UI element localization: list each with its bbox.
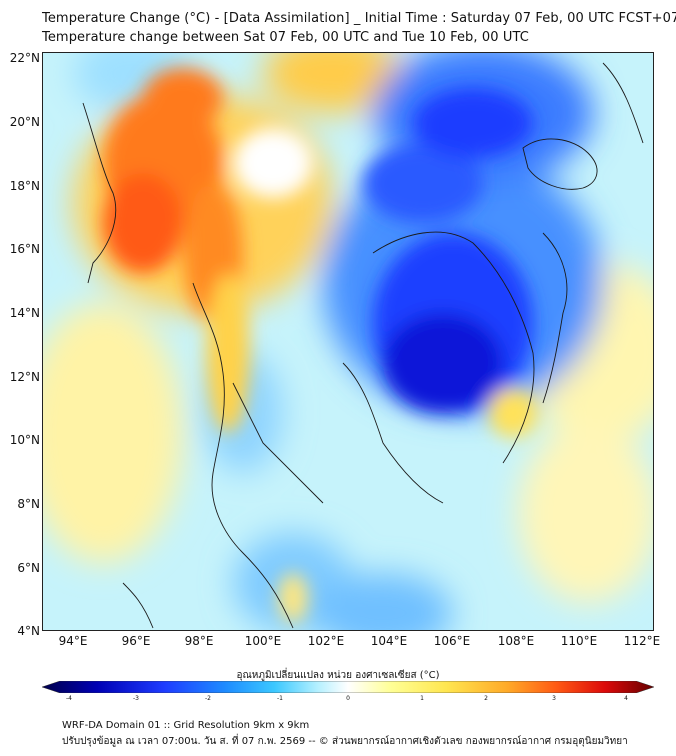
footer-credit: ปรับปรุงข้อมูล ณ เวลา 07:00น. วัน ส. ที่… xyxy=(62,736,628,747)
temperature-change-map xyxy=(42,52,654,631)
lon-tick-102e: 102°E xyxy=(307,634,345,648)
colorbar-tick-neg3: -3 xyxy=(133,695,139,702)
colorbar-label: อุณหภูมิเปลี่ยนแปลง หน่วย องศาเซลเซียส (… xyxy=(236,670,440,681)
lon-tick-100e: 100°E xyxy=(244,634,282,648)
lat-tick-12n: 12°N xyxy=(9,370,40,384)
colorbar-tick-neg1: -1 xyxy=(277,695,283,702)
lat-tick-20n: 20°N xyxy=(9,115,40,129)
lon-tick-110e: 110°E xyxy=(560,634,598,648)
colorbar-tick-3: 3 xyxy=(552,695,556,702)
colorbar-tick-1: 1 xyxy=(420,695,424,702)
lat-tick-14n: 14°N xyxy=(9,306,40,320)
colorbar-tick-4: 4 xyxy=(624,695,628,702)
lon-tick-112e: 112°E xyxy=(623,634,661,648)
map-title: Temperature Change (°C) - [Data Assimila… xyxy=(42,11,676,26)
temperature-field-core xyxy=(103,68,538,623)
lat-tick-4n: 4°N xyxy=(17,624,40,638)
colorbar xyxy=(42,681,654,693)
lon-tick-94e: 94°E xyxy=(58,634,88,648)
lat-tick-8n: 8°N xyxy=(17,497,40,511)
lon-tick-108e: 108°E xyxy=(497,634,535,648)
lat-tick-22n: 22°N xyxy=(9,51,40,65)
footer-model-info: WRF-DA Domain 01 :: Grid Resolution 9km … xyxy=(62,720,310,731)
lon-tick-104e: 104°E xyxy=(370,634,408,648)
lat-tick-10n: 10°N xyxy=(9,433,40,447)
lon-tick-96e: 96°E xyxy=(121,634,151,648)
colorbar-tick-0: 0 xyxy=(346,695,350,702)
colorbar-tick-neg4: -4 xyxy=(66,695,72,702)
lat-tick-18n: 18°N xyxy=(9,179,40,193)
colorbar-tick-neg2: -2 xyxy=(205,695,211,702)
lon-tick-106e: 106°E xyxy=(433,634,471,648)
colorbar-tick-2: 2 xyxy=(484,695,488,702)
lon-tick-98e: 98°E xyxy=(184,634,214,648)
coastline-borders xyxy=(82,62,644,629)
lat-tick-6n: 6°N xyxy=(17,561,40,575)
lat-tick-16n: 16°N xyxy=(9,242,40,256)
map-subtitle: Temperature change between Sat 07 Feb, 0… xyxy=(42,30,529,45)
